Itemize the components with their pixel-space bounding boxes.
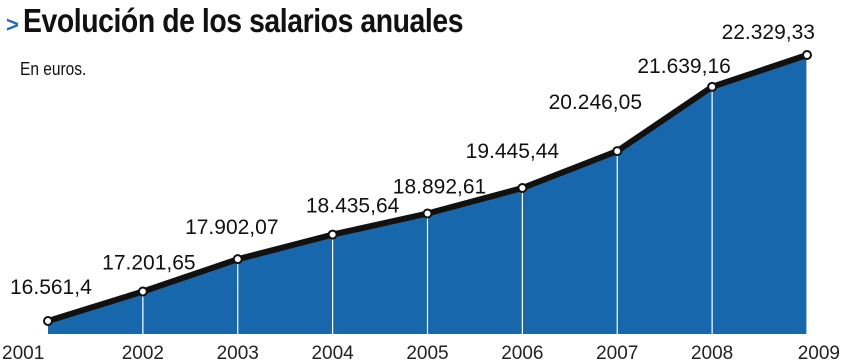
title-marker-icon: > (6, 12, 19, 37)
data-point (232, 254, 243, 265)
data-point (137, 286, 148, 297)
data-point (422, 208, 433, 219)
data-point (612, 146, 623, 157)
x-tick-label: 2005 (406, 343, 448, 363)
value-label: 18.435,64 (306, 195, 400, 218)
x-tick-label: 2001 (2, 343, 44, 363)
x-tick-label: 2003 (217, 343, 259, 363)
value-label: 20.246,05 (549, 91, 642, 114)
x-tick-label: 2006 (501, 343, 543, 363)
x-tick-label: 2009 (798, 343, 840, 363)
value-label: 19.445,44 (466, 140, 560, 163)
value-label: 22.329,33 (722, 21, 815, 44)
data-point (802, 50, 812, 60)
droplines (142, 55, 808, 334)
chart-subtitle: En euros. (20, 59, 87, 79)
x-tick-label: 2004 (311, 343, 354, 363)
data-point (43, 316, 53, 326)
value-label: 16.561,4 (10, 276, 92, 299)
data-point (327, 229, 338, 240)
chart-title-row: > Evolución de los salarios anuales (6, 4, 535, 37)
value-labels: 16.561,4 17.201,65 17.902,07 18.435,6418.89… (10, 21, 815, 299)
value-label: 18.892,61 (393, 176, 486, 199)
x-tick-label: 2002 (122, 343, 164, 363)
chart-title: Evolución de los salarios anuales (22, 2, 463, 39)
data-point (707, 81, 718, 92)
data-point (517, 182, 528, 193)
x-tick-label: 2007 (596, 343, 638, 363)
x-axis-ticks: 2001 2002 2003 2004 2005 2006 2007 2008 2009 (2, 343, 840, 363)
value-label: 17.902,07 (185, 216, 278, 239)
value-label: 21.639,16 (637, 55, 730, 78)
x-tick-label: 2008 (691, 343, 733, 363)
points (43, 50, 812, 326)
value-label: 17.201,65 (102, 252, 195, 275)
